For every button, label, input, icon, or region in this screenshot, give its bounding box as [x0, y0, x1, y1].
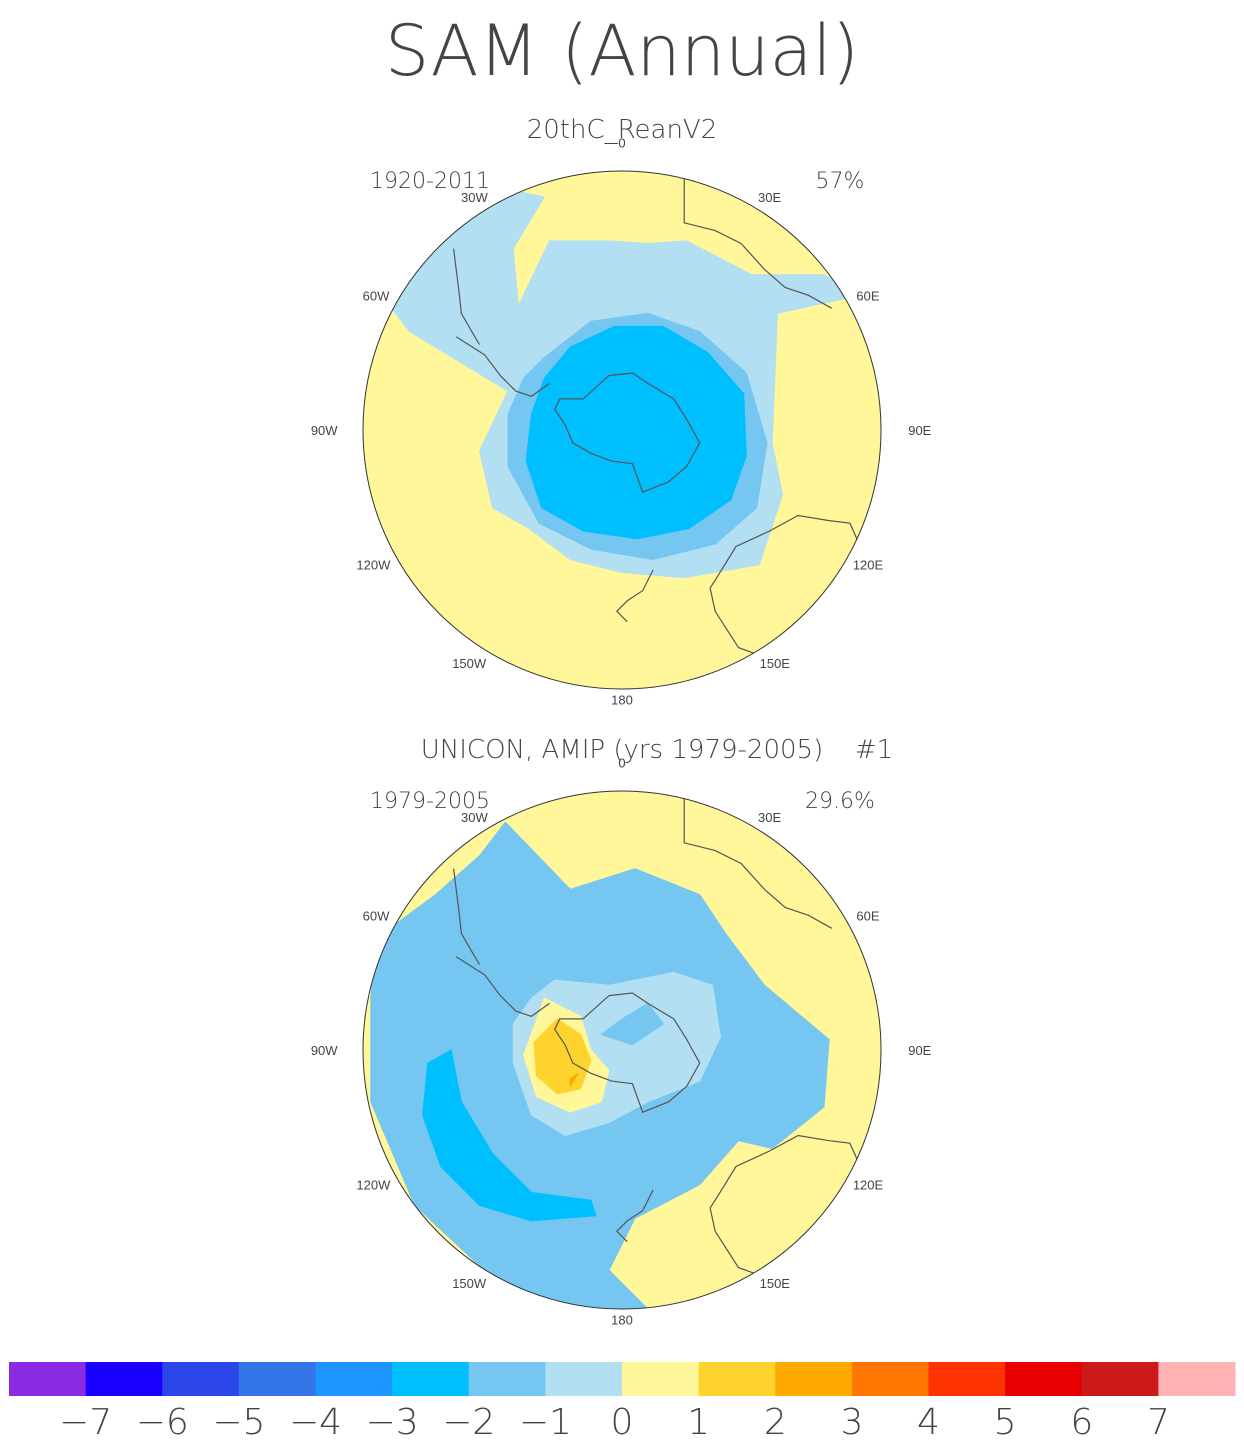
colorbar-swatch-16 — [1158, 1362, 1236, 1396]
panel-period: 1979-2005 — [370, 789, 490, 814]
lon-label-60E: 60E — [856, 908, 879, 923]
colorbar-level-label: −4 — [289, 1402, 342, 1443]
panel-variance: 57% — [816, 169, 865, 194]
colorbar-level-label: −3 — [366, 1402, 419, 1443]
lon-label-90E: 90E — [908, 423, 931, 438]
colorbar-swatch-9 — [622, 1362, 700, 1396]
colorbar-swatch-15 — [1081, 1362, 1159, 1396]
colorbar-swatch-7 — [468, 1362, 546, 1396]
colorbar-level-label: 6 — [1070, 1402, 1093, 1443]
colorbar-swatch-12 — [851, 1362, 930, 1396]
coastlines — [453, 176, 861, 659]
colorbar-swatch-3 — [162, 1362, 240, 1396]
colorbar-level-label: −7 — [59, 1402, 112, 1443]
coastline-australia — [709, 514, 861, 659]
panel-subtitle: UNICON, AMIP (yrs 1979-2005) — [421, 735, 823, 765]
coastline-africa — [683, 796, 833, 929]
colorbar-level-label: −6 — [136, 1402, 189, 1443]
coastline-australia — [709, 1134, 861, 1279]
colorbar-level-label: 2 — [764, 1402, 787, 1443]
map-boundary — [362, 170, 882, 690]
lon-label-150E: 150E — [760, 1276, 791, 1291]
coastline-antarctica — [554, 372, 701, 493]
colorbar-swatch-5 — [315, 1362, 393, 1396]
coastline-africa — [683, 176, 833, 309]
coastline-southamerica2 — [453, 868, 481, 965]
lon-label-150E: 150E — [760, 656, 791, 671]
lon-label-180: 180 — [611, 1312, 633, 1327]
colorbar-level-label: 5 — [994, 1402, 1017, 1443]
lon-label-150W: 150W — [452, 1276, 487, 1291]
panel-tag: #1 — [855, 735, 893, 765]
longitude-labels: 0 30E 60E 90E 120E 150E 180 150W 120W 90W 60W 30W — [311, 756, 932, 1328]
colorbar-swatch-4 — [238, 1362, 317, 1396]
lon-label-90W: 90W — [311, 423, 338, 438]
colorbar-level-label: 0 — [611, 1402, 634, 1443]
lon-label-30W: 30W — [461, 810, 488, 825]
colorbar-level-label: 4 — [917, 1402, 940, 1443]
lon-label-0: 0 — [618, 756, 625, 771]
coastline-southamerica2 — [453, 248, 481, 345]
coastline-antarctica — [554, 992, 701, 1113]
lon-label-30W: 30W — [461, 190, 488, 205]
coastline-newzealand — [615, 1189, 654, 1243]
lon-label-90W: 90W — [311, 1043, 338, 1058]
lon-label-120E: 120E — [853, 1178, 884, 1193]
map-panel-2: 0 30E 60E 90E 120E 150E 180 150W 120W 90W 60W 30W UN… — [311, 735, 932, 1327]
lon-label-30E: 30E — [758, 810, 781, 825]
lon-label-120E: 120E — [853, 558, 884, 573]
contour-fill-level--2 — [525, 325, 747, 540]
colorbar-swatch-10 — [698, 1362, 776, 1396]
coastlines — [453, 796, 861, 1279]
coastline-southamerica — [455, 336, 550, 397]
map-panels: 0 30E 60E 90E 120E 150E 180 150W 120W 90W 60W 30W 20… — [311, 115, 932, 1327]
lon-label-90E: 90E — [908, 1043, 931, 1058]
lon-label-150W: 150W — [452, 656, 487, 671]
colorbar-swatch-14 — [1005, 1362, 1083, 1396]
lon-label-180: 180 — [611, 692, 633, 707]
colorbar-swatch-11 — [775, 1362, 853, 1396]
colorbar-swatch-6 — [392, 1362, 470, 1396]
colorbar-swatch-2 — [85, 1362, 163, 1396]
colorbar-level-label: −1 — [519, 1402, 572, 1443]
colorbar-swatch-13 — [928, 1362, 1006, 1396]
colorbar-level-label: −2 — [442, 1402, 495, 1443]
colorbar-level-label: 3 — [840, 1402, 863, 1443]
lon-label-0: 0 — [618, 136, 625, 151]
colorbar-swatch-1 — [9, 1362, 87, 1396]
figure-title: SAM (Annual) — [385, 10, 859, 92]
colorbar-level-label: −5 — [212, 1402, 265, 1443]
contour-fill-level--1 — [600, 1002, 664, 1046]
colorbar-level-label: 7 — [1147, 1402, 1170, 1443]
map-boundary — [362, 790, 882, 1310]
map-panel-1: 0 30E 60E 90E 120E 150E 180 150W 120W 90W 60W 30W 20… — [311, 115, 932, 707]
colorbar-level-label: 1 — [687, 1402, 710, 1443]
panel-variance: 29.6% — [805, 789, 875, 814]
contour-fills — [363, 171, 881, 689]
contour-fill-level-3 — [569, 1072, 579, 1087]
panel-subtitle: 20thC_ReanV2 — [527, 115, 718, 145]
lon-label-60W: 60W — [363, 288, 390, 303]
lon-label-30E: 30E — [758, 190, 781, 205]
longitude-labels: 0 30E 60E 90E 120E 150E 180 150W 120W 90W 60W 30W — [311, 136, 932, 708]
lon-label-120W: 120W — [356, 1178, 391, 1193]
lon-label-60E: 60E — [856, 288, 879, 303]
coastline-southamerica — [455, 956, 550, 1017]
lon-label-120W: 120W — [356, 558, 391, 573]
panel-period: 1920-2011 — [370, 169, 490, 194]
contour-fill-level--2 — [422, 1049, 597, 1222]
colorbar-swatch-8 — [545, 1362, 623, 1396]
coastline-newzealand — [615, 569, 654, 623]
lon-label-60W: 60W — [363, 908, 390, 923]
colorbar: −7 −6 −5 −4 −3 −2 −1 0 1 2 3 4 5 6 7 — [9, 1362, 1236, 1443]
contour-fills — [363, 791, 881, 1309]
